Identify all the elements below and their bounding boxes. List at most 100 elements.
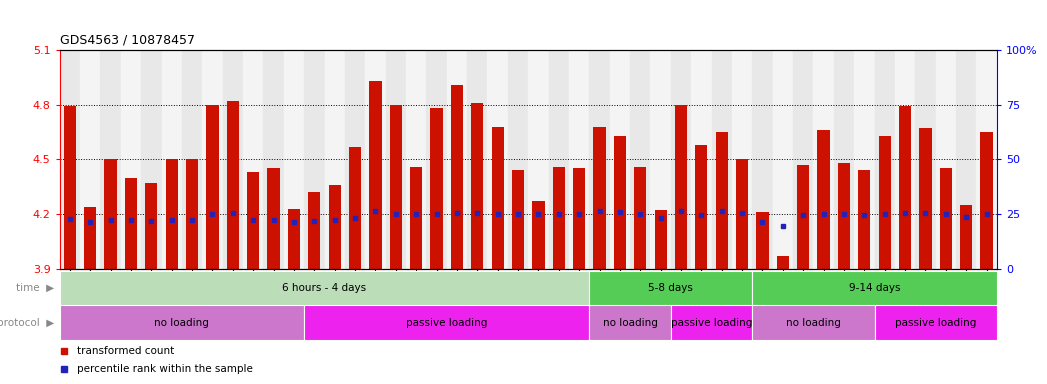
Bar <box>940 169 952 269</box>
Bar <box>753 271 997 305</box>
Bar <box>630 50 650 269</box>
Bar <box>165 159 178 269</box>
Bar <box>426 50 447 269</box>
Bar <box>977 50 997 269</box>
Bar <box>874 305 997 340</box>
Bar <box>389 105 402 269</box>
Bar <box>833 50 854 269</box>
Bar <box>899 106 911 269</box>
Bar <box>549 50 569 269</box>
Bar <box>223 50 243 269</box>
Bar <box>451 84 463 269</box>
Text: 6 hours - 4 days: 6 hours - 4 days <box>283 283 366 293</box>
Bar <box>101 50 120 269</box>
Bar <box>793 50 814 269</box>
Bar <box>573 169 585 269</box>
Bar <box>60 50 80 269</box>
Bar <box>288 209 300 269</box>
Text: no loading: no loading <box>786 318 841 328</box>
Text: time  ▶: time ▶ <box>17 283 54 293</box>
Bar <box>814 50 833 269</box>
Bar <box>304 305 589 340</box>
Bar <box>141 50 161 269</box>
Text: passive loading: passive loading <box>895 318 976 328</box>
Bar <box>919 128 932 269</box>
Bar <box>385 50 406 269</box>
Bar <box>736 159 749 269</box>
Text: passive loading: passive loading <box>671 318 752 328</box>
Text: GDS4563 / 10878457: GDS4563 / 10878457 <box>60 33 195 46</box>
Bar <box>532 201 544 269</box>
Bar <box>671 305 753 340</box>
Bar <box>859 170 870 269</box>
Bar <box>715 132 728 269</box>
Bar <box>182 50 202 269</box>
Bar <box>430 108 443 269</box>
Bar <box>329 185 340 269</box>
Bar <box>594 127 605 269</box>
Text: 5-8 days: 5-8 days <box>648 283 693 293</box>
Bar <box>589 50 609 269</box>
Bar <box>569 50 589 269</box>
Bar <box>695 145 708 269</box>
Bar <box>512 170 525 269</box>
Bar <box>732 50 753 269</box>
Bar <box>264 50 284 269</box>
Bar <box>980 132 993 269</box>
Bar <box>773 50 793 269</box>
Bar <box>120 50 141 269</box>
Bar <box>654 210 667 269</box>
Bar <box>777 256 789 269</box>
Bar <box>202 50 223 269</box>
Bar <box>838 163 850 269</box>
Bar <box>410 167 422 269</box>
Bar <box>186 159 198 269</box>
Bar <box>553 167 565 269</box>
Bar <box>675 105 687 269</box>
Bar <box>609 50 630 269</box>
Text: passive loading: passive loading <box>406 318 488 328</box>
Bar <box>854 50 874 269</box>
Bar <box>874 50 895 269</box>
Bar <box>491 127 504 269</box>
Bar <box>508 50 528 269</box>
Bar <box>60 271 589 305</box>
Bar <box>243 50 264 269</box>
Bar <box>308 192 320 269</box>
Bar <box>467 50 488 269</box>
Text: protocol  ▶: protocol ▶ <box>0 318 54 328</box>
Bar <box>936 50 956 269</box>
Bar <box>247 172 260 269</box>
Text: no loading: no loading <box>155 318 209 328</box>
Bar <box>267 169 280 269</box>
Bar <box>227 101 239 269</box>
Bar <box>753 50 773 269</box>
Bar <box>60 305 304 340</box>
Bar <box>671 50 691 269</box>
Bar <box>650 50 671 269</box>
Bar <box>818 130 829 269</box>
Bar <box>125 177 137 269</box>
Bar <box>325 50 344 269</box>
Bar <box>84 207 96 269</box>
Bar <box>634 167 646 269</box>
Bar <box>146 183 157 269</box>
Bar <box>80 50 101 269</box>
Bar <box>956 50 977 269</box>
Bar <box>64 106 76 269</box>
Bar <box>406 50 426 269</box>
Bar <box>528 50 549 269</box>
Bar <box>712 50 732 269</box>
Bar <box>589 305 671 340</box>
Bar <box>614 136 626 269</box>
Bar <box>589 271 753 305</box>
Bar <box>756 212 768 269</box>
Text: no loading: no loading <box>603 318 658 328</box>
Bar <box>797 165 809 269</box>
Bar <box>753 305 874 340</box>
Bar <box>105 159 116 269</box>
Bar <box>878 136 891 269</box>
Bar <box>447 50 467 269</box>
Bar <box>471 103 484 269</box>
Bar <box>206 105 219 269</box>
